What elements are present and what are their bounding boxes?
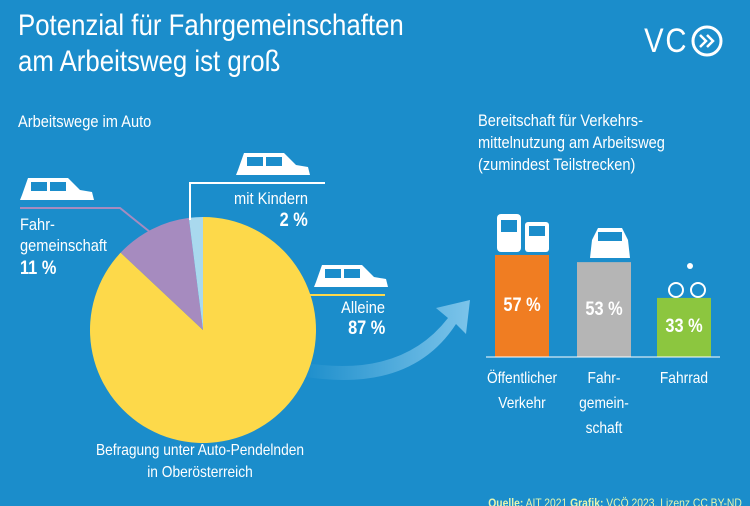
title: Potenzial für Fahrgemeinschaften am Arbe… xyxy=(18,9,404,78)
source-label: Quelle: xyxy=(488,496,524,506)
pie-slice xyxy=(188,217,203,330)
pie-slice xyxy=(120,217,203,330)
bar-category: Öffentlicher Verkehr xyxy=(486,370,558,412)
leader-line xyxy=(20,207,151,233)
bike-icon xyxy=(668,282,684,298)
slice-label: mit Kindern xyxy=(234,189,308,208)
car-window xyxy=(31,182,47,191)
credit: VCÖ 2023, Lizenz CC BY-ND xyxy=(606,496,742,506)
tram-window xyxy=(501,220,517,232)
tram-icon xyxy=(497,214,521,252)
leader-line xyxy=(189,182,325,220)
slice-value: 87 % xyxy=(347,318,385,339)
icon-windows xyxy=(31,157,622,278)
slice-label: Fahr- gemeinschaft xyxy=(20,215,107,255)
car-window xyxy=(266,157,282,166)
source: AIT 2021 xyxy=(525,496,568,506)
car-window xyxy=(598,232,622,241)
caption: Befragung unter Auto-Pendelnden in Oberö… xyxy=(95,442,305,481)
bar-value: 53 % xyxy=(585,298,623,320)
logo-ring xyxy=(691,25,723,57)
car-window xyxy=(344,269,360,278)
bar-category: Fahrrad xyxy=(659,370,709,387)
bar xyxy=(657,297,711,357)
slice-value: 11 % xyxy=(20,258,57,279)
bar-value: 33 % xyxy=(665,316,703,338)
bar xyxy=(577,262,631,357)
car-window xyxy=(50,182,66,191)
slice-label: Alleine xyxy=(341,298,385,317)
pie-title: Arbeitswege im Auto xyxy=(18,112,152,131)
logo-arrows xyxy=(699,34,715,48)
bar-category: Fahr- gemein- schaft xyxy=(579,370,629,437)
bar xyxy=(495,254,549,357)
footer: Quelle: AIT 2021 Grafik: VCÖ 2023, Lizen… xyxy=(488,482,742,506)
bike-icon xyxy=(690,282,706,298)
car-window xyxy=(325,269,341,278)
slice-value: 2 % xyxy=(279,210,308,231)
bar-value: 57 % xyxy=(503,294,541,316)
logo: VC xyxy=(643,22,688,60)
bike-icon xyxy=(687,263,693,269)
bar-title: Bereitschaft für Verkehrs- mittelnutzung… xyxy=(478,111,665,174)
flow-arrow xyxy=(300,300,470,381)
car-window xyxy=(247,157,263,166)
bus-window xyxy=(529,226,545,236)
credit-label: Grafik: xyxy=(570,496,604,506)
